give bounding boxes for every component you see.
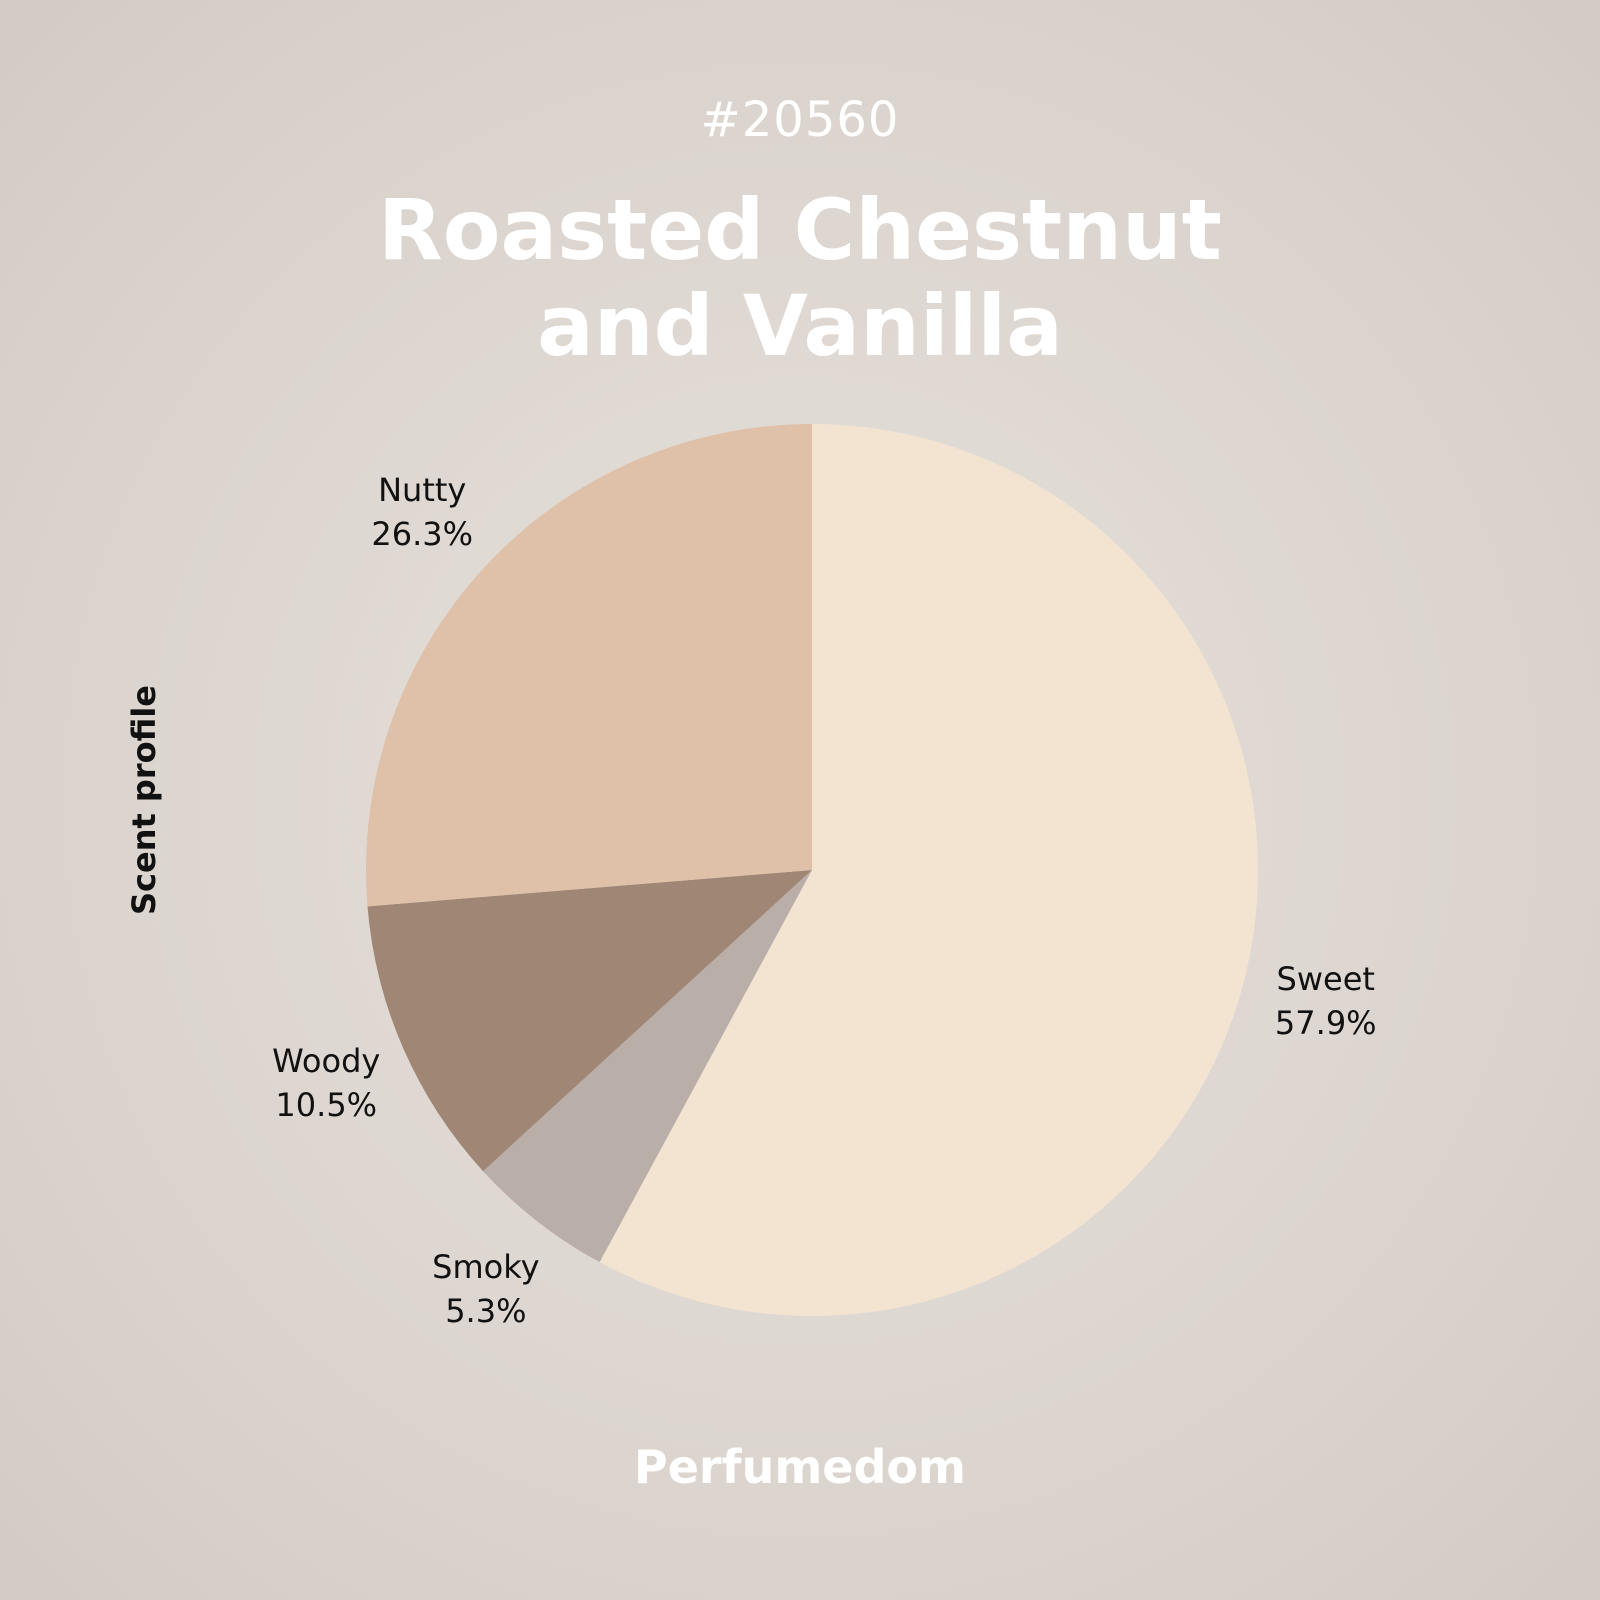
slice-label-nutty: Nutty [378, 471, 466, 509]
slice-label-sweet: Sweet [1277, 960, 1375, 998]
chart-title: Roasted Chestnut and Vanilla [200, 182, 1400, 374]
chart-title-line-2: and Vanilla [537, 277, 1063, 375]
brand-footer: Perfumedom [634, 1440, 966, 1494]
chart-id: #20560 [700, 92, 900, 148]
slice-value-sweet: 57.9% [1275, 1004, 1377, 1042]
slice-value-woody: 10.5% [275, 1086, 377, 1124]
pie-slice-sweet [599, 424, 1258, 1316]
slice-value-smoky: 5.3% [445, 1292, 526, 1330]
pie-slice-nutty [366, 424, 812, 907]
slice-label-woody: Woody [272, 1042, 380, 1080]
pie-slice-woody [367, 870, 812, 1172]
chart-title-line-1: Roasted Chestnut [378, 181, 1222, 279]
slice-label-smoky: Smoky [432, 1248, 539, 1286]
pie-slice-smoky [483, 870, 812, 1263]
slice-value-nutty: 26.3% [371, 515, 473, 553]
